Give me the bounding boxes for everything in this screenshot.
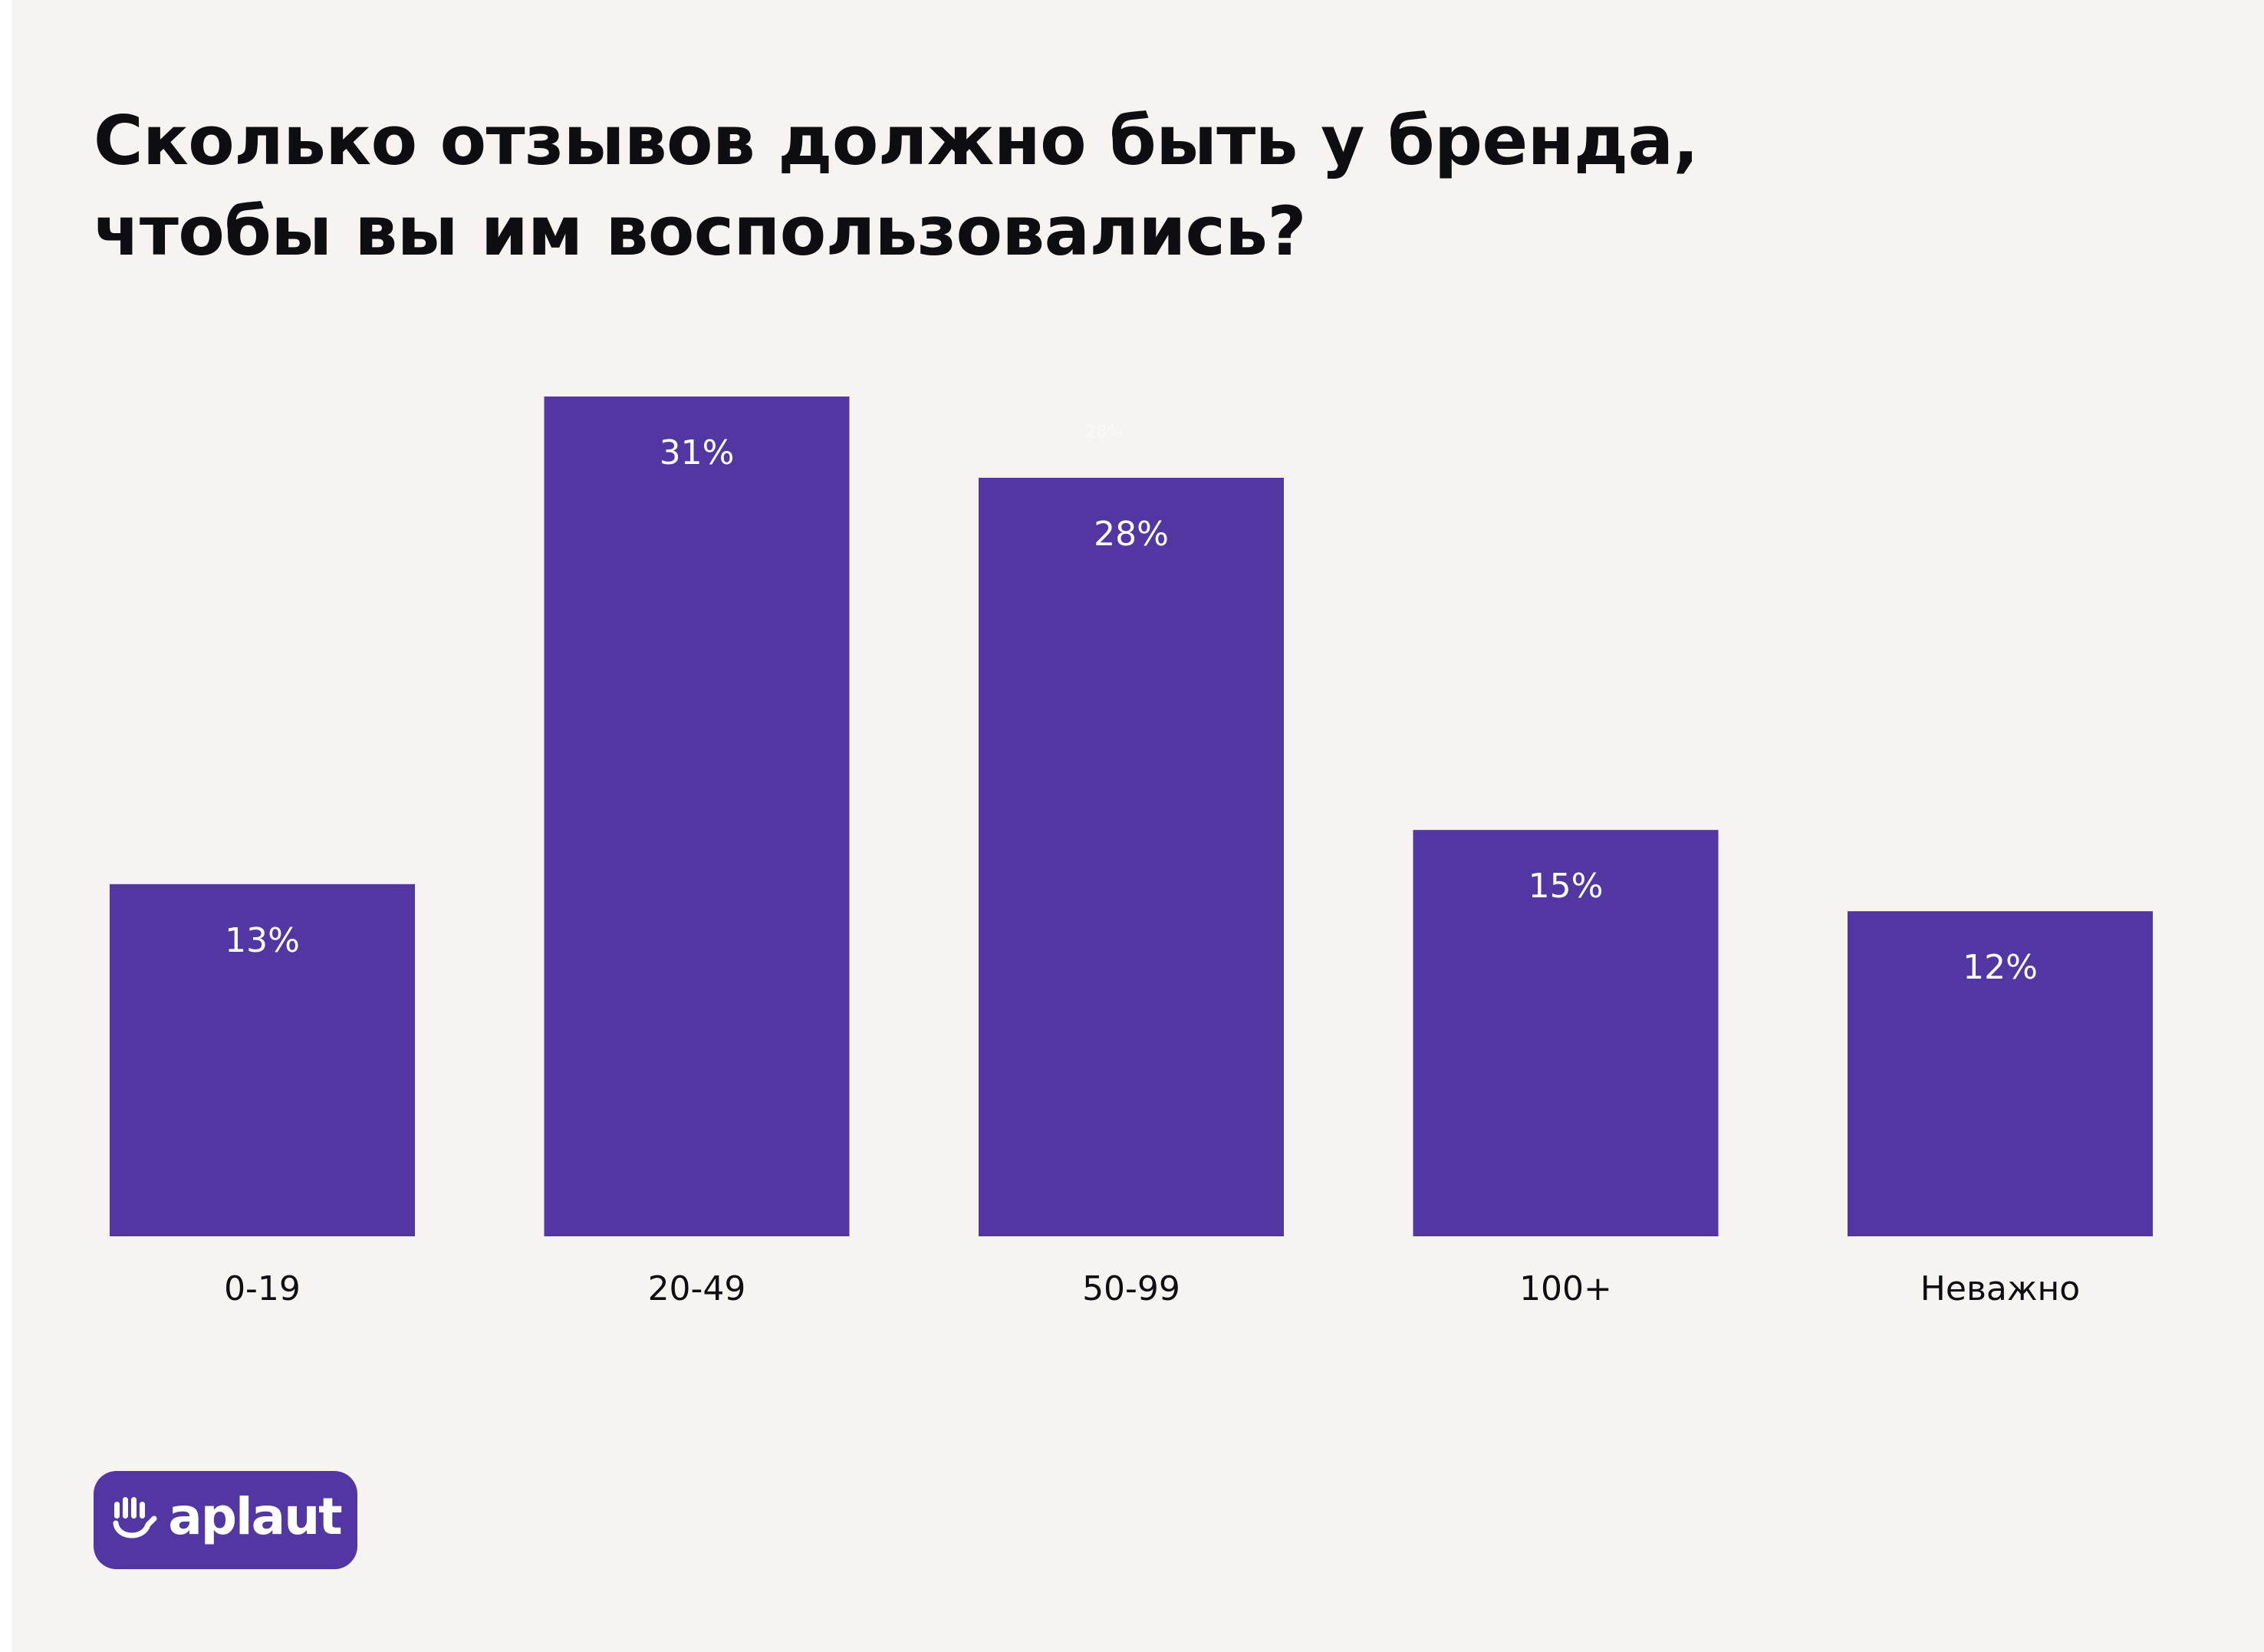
bar-0-19: [110, 884, 415, 1236]
category-label-50-99: 50-99: [1082, 1269, 1180, 1308]
bar-50-99: [979, 477, 1284, 1236]
bar-100+: [1413, 830, 1719, 1236]
value-label-100+: 15%: [1529, 867, 1604, 906]
chart-title: Сколько отзывов должно быть у бренда, чт…: [94, 96, 1858, 277]
chart-title-line-2: чтобы вы им воспользовались?: [94, 192, 1306, 271]
hand-smile-icon: [113, 1497, 157, 1538]
category-label-Неважно: Неважно: [1920, 1269, 2080, 1308]
category-label-100+: 100+: [1519, 1269, 1612, 1308]
value-label-0-19: 13%: [225, 921, 300, 960]
bar-Неважно: [1848, 911, 2153, 1236]
value-label-50-99: 28%: [1094, 515, 1169, 554]
category-label-20-49: 20-49: [648, 1269, 746, 1308]
ghost-value-label: 28%: [1085, 423, 1124, 442]
aplaut-logo: aplaut: [94, 1471, 357, 1569]
bar-20-49: [544, 397, 850, 1236]
value-label-20-49: 31%: [660, 433, 735, 472]
brand-name: aplaut: [168, 1486, 342, 1546]
chart-title-line-1: Сколько отзывов должно быть у бренда,: [94, 101, 1699, 180]
category-label-0-19: 0-19: [224, 1269, 301, 1308]
value-label-Неважно: 12%: [1963, 948, 2038, 987]
